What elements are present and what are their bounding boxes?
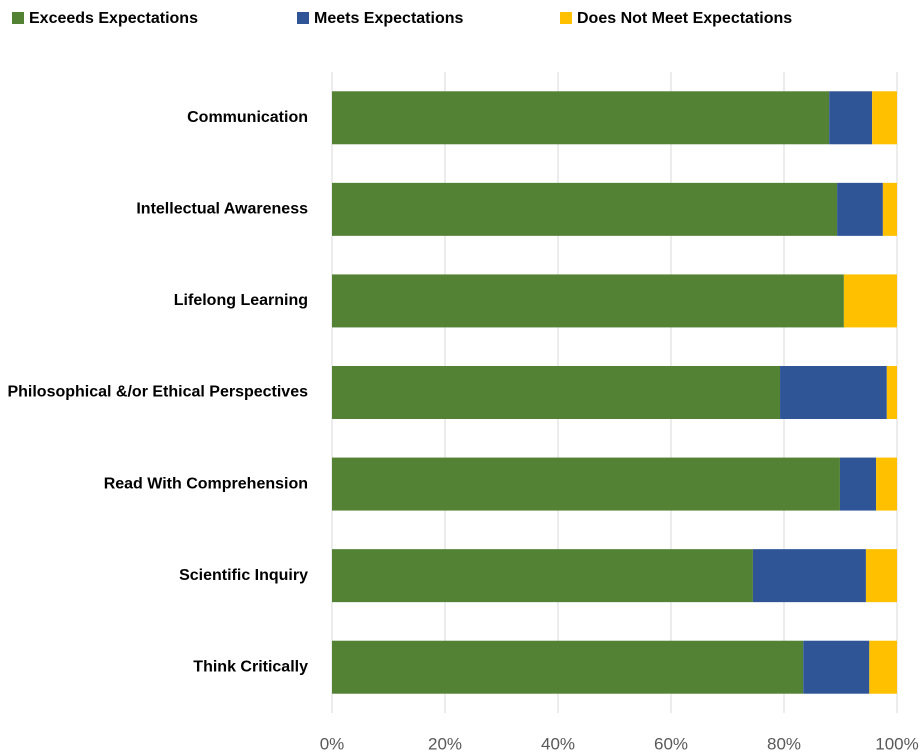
bar-segment: [803, 640, 870, 694]
x-tick-label: 80%: [767, 734, 801, 753]
bar-segment: [869, 640, 897, 694]
bar-segment: [865, 549, 897, 603]
x-tick-label: 20%: [428, 734, 462, 753]
bar-segment: [332, 640, 804, 694]
y-tick-label: Philosophical &/or Ethical Perspectives: [7, 384, 308, 401]
bar-segment: [332, 457, 840, 511]
bar-segment: [837, 182, 883, 236]
legend-swatch: [560, 12, 572, 24]
y-tick-label: Lifelong Learning: [174, 292, 308, 309]
bar-segment: [876, 457, 897, 511]
bar-segment: [886, 366, 897, 419]
x-tick-label: 100%: [875, 734, 918, 753]
legend-label: Exceeds Expectations: [29, 10, 198, 27]
bar-segment: [780, 366, 887, 419]
bar-segment: [332, 91, 830, 145]
y-tick-label: Think Critically: [193, 658, 308, 675]
legend-swatch: [297, 12, 309, 24]
bar-segment: [752, 549, 866, 603]
bar-segment: [843, 274, 897, 328]
bar-segment: [332, 549, 753, 603]
legend-label: Does Not Meet Expectations: [577, 10, 792, 27]
bar-segment: [882, 182, 897, 236]
legend-swatch: [12, 12, 24, 24]
legend-label: Meets Expectations: [314, 10, 463, 27]
x-tick-label: 40%: [541, 734, 575, 753]
x-tick-label: 0%: [320, 734, 345, 753]
y-tick-label: Read With Comprehension: [104, 475, 308, 492]
bar-segment: [332, 274, 844, 328]
y-tick-label: Intellectual Awareness: [136, 201, 308, 218]
bar-segment: [839, 457, 877, 511]
y-tick-label: Scientific Inquiry: [179, 567, 308, 584]
y-tick-label: Communication: [187, 109, 308, 126]
x-tick-label: 60%: [654, 734, 688, 753]
bar-segment: [332, 366, 781, 419]
bar-segment: [872, 91, 897, 145]
bar-segment: [829, 91, 873, 145]
bar-segment: [332, 182, 838, 236]
